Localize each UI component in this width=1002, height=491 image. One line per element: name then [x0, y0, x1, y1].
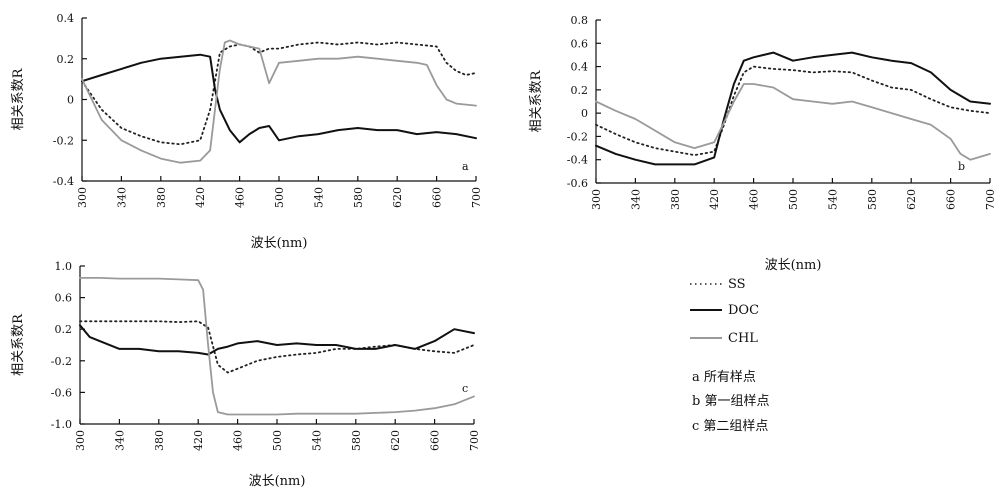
- legend-entry-doc: DOC: [690, 303, 759, 318]
- x-axis-label-a: 波长(nm): [251, 236, 308, 251]
- x-tick-label-a: 660: [431, 187, 444, 208]
- panel-tag-c: c: [462, 382, 468, 395]
- y-tick-label-b: -0.2: [567, 130, 588, 143]
- y-tick-label-b: 0: [581, 107, 588, 120]
- y-tick-label-b: 0.4: [571, 61, 589, 74]
- series-line-ss-a: [81, 41, 477, 146]
- x-tick-label-b: 620: [905, 189, 918, 210]
- y-tick-label-a: 0: [67, 94, 74, 107]
- x-axis-label-b: 波长(nm): [765, 258, 822, 273]
- x-tick-label-b: 660: [945, 189, 958, 210]
- y-tick-label-b: 0.8: [571, 14, 589, 27]
- y-tick-label-c: -1.0: [51, 418, 72, 431]
- x-tick-label-c: 340: [113, 430, 126, 451]
- y-tick-label-a: 0.2: [57, 53, 75, 66]
- panel-tag-b: b: [958, 160, 965, 173]
- x-tick-label-b: 340: [629, 189, 642, 210]
- x-tick-label-b: 540: [826, 189, 839, 210]
- series-line-ss-b: [595, 65, 991, 157]
- y-tick-label-b: 0.2: [571, 84, 589, 97]
- y-tick-label-c: 0.2: [55, 323, 73, 336]
- x-tick-label-a: 540: [312, 187, 325, 208]
- legend-entry-chl: CHL: [690, 331, 758, 346]
- x-tick-label-a: 460: [234, 187, 247, 208]
- legend-note-c: c 第二组样点: [692, 419, 768, 434]
- y-tick-label-a: -0.2: [53, 134, 74, 147]
- chart-panel-a: -0.4 -0.2 0 0.2 0.4 300 340 380 420 460 500 540 580 6…: [11, 12, 483, 251]
- x-tick-label-b: 380: [669, 189, 682, 210]
- y-tick-label-b: -0.6: [567, 177, 588, 190]
- series-line-chl-b: [595, 83, 991, 161]
- x-tick-label-c: 380: [153, 430, 166, 451]
- x-tick-label-a: 700: [470, 187, 483, 208]
- y-tick-label-c: 0.6: [55, 292, 73, 305]
- y-axis-label-a: 相关系数R: [11, 67, 26, 130]
- y-tick-label-b: -0.4: [567, 154, 588, 167]
- x-tick-label-a: 420: [194, 187, 207, 208]
- y-axis-label-b: 相关系数R: [529, 69, 544, 132]
- x-tick-label-a: 380: [155, 187, 168, 208]
- x-tick-label-c: 540: [310, 430, 323, 451]
- x-tick-label-a: 620: [391, 187, 404, 208]
- legend-label-chl: CHL: [728, 331, 758, 346]
- x-tick-label-c: 700: [468, 430, 481, 451]
- y-tick-label-b: 0.6: [571, 37, 589, 50]
- y-tick-label-a: 0.4: [57, 12, 75, 25]
- y-axis-label-c: 相关系数R: [11, 313, 26, 376]
- x-tick-label-c: 620: [389, 430, 402, 451]
- legend-note-b: b 第一组样点: [692, 394, 769, 409]
- panel-tag-a: a: [462, 160, 469, 173]
- x-tick-label-c: 460: [232, 430, 245, 451]
- chart-panel-c: -1.0 -0.6 -0.2 0.2 0.6 1.0 300 340 380 420 460 500 5…: [11, 260, 481, 489]
- x-tick-label-c: 420: [192, 430, 205, 451]
- x-tick-label-b: 700: [984, 189, 997, 210]
- series-line-doc-b: [595, 51, 991, 166]
- y-tick-label-c: 1.0: [55, 260, 73, 273]
- series-line-doc-c: [79, 324, 475, 356]
- y-tick-label-a: -0.4: [53, 175, 74, 188]
- series-line-doc-a: [81, 53, 477, 144]
- x-tick-label-b: 580: [866, 189, 879, 210]
- legend-label-ss: SS: [728, 277, 746, 292]
- legend-note-a: a 所有样点: [692, 370, 756, 385]
- series-line-ss-c: [79, 320, 475, 374]
- series-line-chl-c: [79, 276, 475, 416]
- chart-panel-b: -0.6 -0.4 -0.2 0 0.2 0.4 0.6 0.8 300 340 380 420 460…: [529, 14, 997, 273]
- x-tick-label-a: 500: [273, 187, 286, 208]
- y-tick-label-c: -0.6: [51, 386, 72, 399]
- x-tick-label-c: 300: [74, 430, 87, 451]
- x-tick-label-b: 300: [590, 189, 603, 210]
- x-tick-label-c: 500: [271, 430, 284, 451]
- x-axis-label-c: 波长(nm): [249, 474, 306, 489]
- x-tick-label-c: 660: [429, 430, 442, 451]
- x-tick-label-c: 580: [350, 430, 363, 451]
- x-tick-label-a: 300: [76, 187, 89, 208]
- legend-label-doc: DOC: [728, 303, 759, 318]
- x-tick-label-b: 420: [708, 189, 721, 210]
- x-tick-label-a: 580: [352, 187, 365, 208]
- x-tick-label-b: 500: [787, 189, 800, 210]
- series-line-chl-a: [81, 39, 477, 164]
- legend-entry-ss: SS: [690, 277, 746, 292]
- y-tick-label-c: -0.2: [51, 355, 72, 368]
- legend: SS DOC CHL a 所有样点 b 第一组样点 c 第二组样点: [690, 277, 769, 434]
- x-tick-label-a: 340: [115, 187, 128, 208]
- x-tick-label-b: 460: [748, 189, 761, 210]
